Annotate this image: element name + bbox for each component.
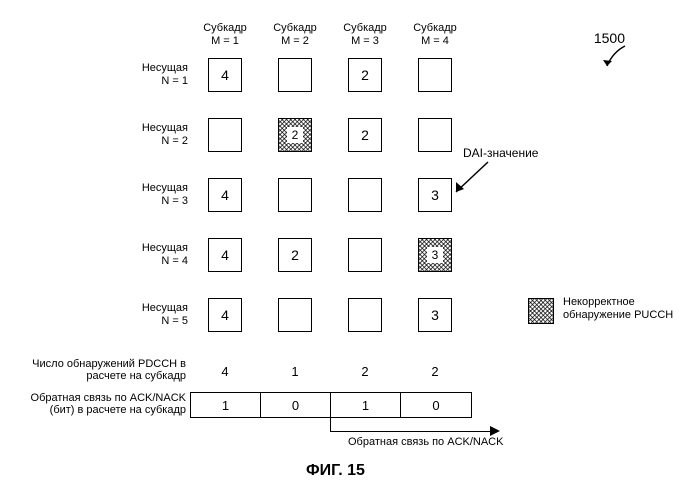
diagram-root: 1500 Субкадр M = 1 Субкадр M = 2 Субкадр… [18, 18, 661, 482]
legend-swatch [528, 298, 554, 324]
grid-cell [208, 118, 242, 152]
feedback-bit-4: 0 [401, 393, 471, 417]
pdcch-count-4: 2 [418, 364, 452, 379]
col-header-top: Субкадр [413, 22, 457, 34]
row-label-top: Несущая [142, 182, 188, 194]
grid-cell: 4 [208, 298, 242, 332]
grid-cell: 4 [208, 238, 242, 272]
feedback-arrow-label: Обратная связь по ACK/NACK [348, 436, 503, 448]
row-label-top: Несущая [142, 122, 188, 134]
dai-arrow [448, 158, 498, 208]
row-label-1: Несущая N = 1 [98, 62, 188, 88]
col-header-top: Субкадр [273, 22, 317, 34]
grid-cell [418, 58, 452, 92]
row-label-5: Несущая N = 5 [98, 302, 188, 328]
grid-cell: 3 [418, 178, 452, 212]
row-label-3: Несущая N = 3 [98, 182, 188, 208]
pdcch-count-1: 4 [208, 364, 242, 379]
feedback-bit-1: 1 [191, 393, 261, 417]
col-header-bot: M = 4 [421, 35, 449, 47]
col-header-1: Субкадр M = 1 [190, 22, 260, 48]
row-label-top: Несущая [142, 62, 188, 74]
col-header-bot: M = 2 [281, 35, 309, 47]
grid-cell: 3 [418, 238, 452, 272]
grid-cell-value: 3 [427, 247, 443, 263]
feedback-bit-2: 0 [261, 393, 331, 417]
row-label-2: Несущая N = 2 [98, 122, 188, 148]
row-label-top: Несущая [142, 242, 188, 254]
grid-cell: 4 [208, 178, 242, 212]
col-header-2: Субкадр M = 2 [260, 22, 330, 48]
row-label-bot: N = 1 [161, 75, 188, 87]
col-header-4: Субкадр M = 4 [400, 22, 470, 48]
pdcch-count-2: 1 [278, 364, 312, 379]
grid-cell [348, 238, 382, 272]
feedback-arrow-vert [330, 417, 331, 431]
grid-cell: 2 [348, 118, 382, 152]
pdcch-count-3: 2 [348, 364, 382, 379]
col-header-top: Субкадр [203, 22, 247, 34]
row-label-top: Несущая [142, 302, 188, 314]
grid-cell: 2 [278, 238, 312, 272]
grid-cell: 4 [208, 58, 242, 92]
grid-cell: 2 [278, 118, 312, 152]
feedback-arrow-horiz [330, 431, 490, 432]
grid-cell [278, 178, 312, 212]
grid-cell: 2 [348, 58, 382, 92]
feedback-bit-3: 1 [331, 393, 401, 417]
row-label-4: Несущая N = 4 [98, 242, 188, 268]
feedback-row: 1 0 1 0 [190, 392, 472, 418]
col-header-3: Субкадр M = 3 [330, 22, 400, 48]
col-header-bot: M = 1 [211, 35, 239, 47]
col-header-top: Субкадр [343, 22, 387, 34]
grid-cell [348, 298, 382, 332]
figure-caption: ФИГ. 15 [306, 462, 365, 480]
grid-cell [278, 298, 312, 332]
legend-label: Некорректное обнаружение PUCCH [563, 296, 679, 322]
row-label-bot: N = 3 [161, 195, 188, 207]
row-label-bot: N = 5 [161, 315, 188, 327]
pdcch-count-label: Число обнаружений PDCCH в расчете на суб… [18, 358, 186, 382]
figure-number-arrow [601, 44, 629, 72]
grid-cell: 3 [418, 298, 452, 332]
grid-cell [418, 118, 452, 152]
feedback-label: Обратная связь по ACK/NACK (бит) в расче… [18, 392, 186, 416]
grid-cell-value: 2 [287, 127, 303, 143]
feedback-arrowhead [490, 426, 500, 436]
row-label-bot: N = 2 [161, 135, 188, 147]
col-header-bot: M = 3 [351, 35, 379, 47]
row-label-bot: N = 4 [161, 255, 188, 267]
grid-cell [278, 58, 312, 92]
grid-cell [348, 178, 382, 212]
